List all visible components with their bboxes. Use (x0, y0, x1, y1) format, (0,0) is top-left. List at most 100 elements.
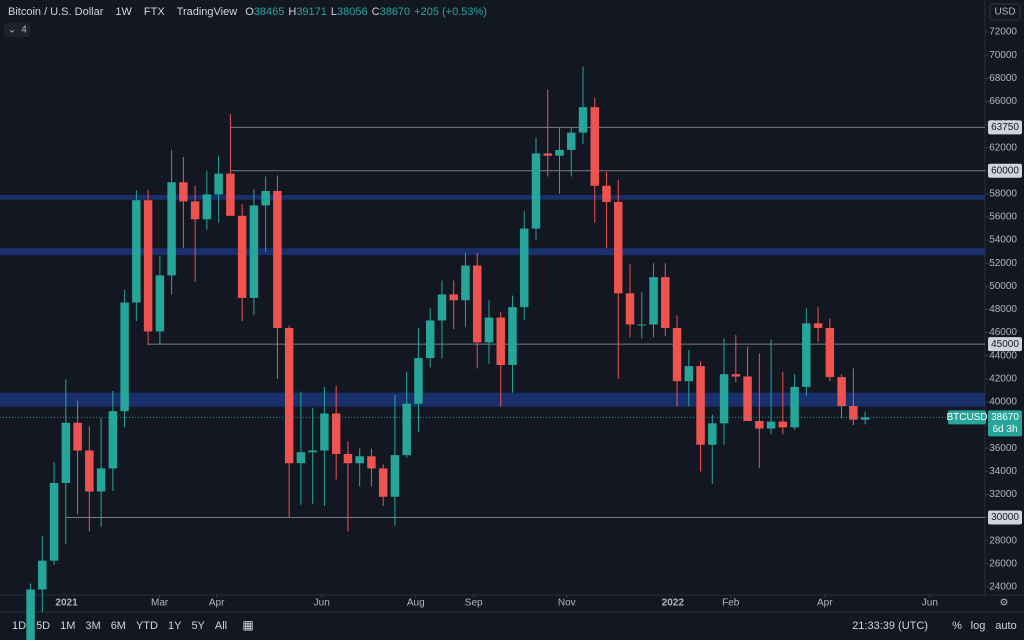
settings-icon[interactable]: ⚙ (1000, 598, 1009, 609)
candle-body (414, 358, 423, 404)
y-tick-label: 26000 (989, 558, 1017, 569)
candle-body (284, 327, 294, 464)
range-button[interactable]: YTD (136, 620, 158, 632)
y-tick-label: 50000 (989, 281, 1017, 292)
header-text: 39171 (296, 6, 327, 18)
range-button[interactable]: 5D (36, 620, 50, 632)
candle-body (378, 468, 388, 497)
header-text: L (331, 6, 337, 18)
x-tick-label: 2022 (662, 598, 685, 609)
candle-body (308, 450, 317, 453)
y-tick-label: 44000 (989, 350, 1017, 361)
candle-body (425, 320, 435, 359)
level-label-box (988, 337, 1022, 352)
candle-body (496, 317, 505, 365)
y-tick-label: 70000 (989, 50, 1017, 61)
candle-body (214, 173, 223, 195)
x-tick-label: Jun (314, 598, 330, 609)
header-text: O (245, 6, 254, 18)
x-tick-label: Apr (817, 598, 833, 609)
scale-option[interactable]: % (952, 620, 962, 632)
range-button[interactable]: 6M (111, 620, 126, 632)
candle-body (331, 413, 341, 454)
y-tick-label: 40000 (989, 397, 1017, 408)
candle-body (261, 190, 270, 206)
y-tick-label: 32000 (989, 489, 1017, 500)
candle-body (226, 173, 235, 216)
candle-body (602, 185, 611, 202)
candle-body (802, 323, 811, 387)
price-box (988, 410, 1022, 437)
x-tick-label: Sep (465, 598, 483, 609)
y-tick-label: 54000 (989, 235, 1017, 246)
level-label-box (988, 163, 1022, 178)
y-tick-label: 62000 (989, 142, 1017, 153)
candle-body (543, 153, 552, 156)
candle-body (790, 386, 799, 428)
candle-body (637, 324, 647, 326)
candle-body (508, 307, 517, 365)
candle-body (73, 422, 82, 451)
level-label-box (988, 120, 1022, 135)
candle-body (355, 456, 364, 464)
candle-body (320, 413, 329, 451)
candle-body (49, 482, 59, 561)
x-tick-label: Feb (722, 598, 740, 609)
level-label: 60000 (991, 165, 1019, 176)
candle-body (26, 589, 35, 640)
y-tick-label: 52000 (989, 258, 1017, 269)
header-text: TradingView (177, 6, 238, 18)
candle-body (743, 376, 752, 422)
countdown: 6d 3h (992, 424, 1017, 435)
candle-body (708, 423, 717, 445)
y-tick-label: 34000 (989, 466, 1017, 477)
candle-body (108, 411, 118, 469)
candle-body (766, 421, 776, 429)
candle-body (813, 323, 823, 328)
candle-body (555, 149, 564, 156)
header-text: Bitcoin / U.S. Dollar (8, 6, 104, 18)
y-tick-label: 24000 (989, 582, 1017, 593)
candle-body (249, 205, 259, 298)
candle-body (449, 294, 458, 301)
candle-body (343, 453, 353, 464)
candle-body (202, 194, 212, 220)
range-button[interactable]: All (215, 620, 227, 632)
range-button[interactable]: 1D (12, 620, 26, 632)
candle-body (85, 450, 94, 492)
currency-button[interactable] (989, 3, 1021, 21)
y-tick-label: 36000 (989, 443, 1017, 454)
header-text: 38465 (254, 6, 285, 18)
candle-body (672, 327, 682, 382)
range-button[interactable]: 1M (60, 620, 75, 632)
scale-option[interactable]: log (971, 620, 986, 632)
candle-body (531, 153, 541, 229)
candle-body (96, 468, 106, 492)
level-label: 45000 (991, 339, 1019, 350)
y-tick-label: 68000 (989, 73, 1017, 84)
currency[interactable]: USD (994, 7, 1015, 18)
indicator-toggle[interactable] (4, 23, 30, 37)
zone (0, 195, 985, 200)
header-text: H (288, 6, 296, 18)
candle-body (837, 377, 846, 406)
header-text: FTX (144, 6, 165, 18)
range-button[interactable]: 1Y (168, 620, 182, 632)
ticker: BTCUSD (946, 412, 987, 423)
candle-body (484, 317, 494, 343)
range-button[interactable]: 3M (85, 620, 100, 632)
y-tick-label: 72000 (989, 27, 1017, 38)
range-button[interactable]: 5Y (191, 620, 205, 632)
candle-body (190, 201, 200, 220)
y-tick-label: 46000 (989, 327, 1017, 338)
candle-body (590, 107, 599, 186)
date-range-icon[interactable]: ▦ (242, 618, 253, 632)
y-tick-label: 48000 (989, 304, 1017, 315)
scale-option[interactable]: auto (995, 620, 1016, 632)
candle-body (719, 374, 729, 424)
clock: 21:33:39 (UTC) (852, 620, 928, 632)
candle-body (402, 403, 411, 456)
y-tick-label: 66000 (989, 96, 1017, 107)
